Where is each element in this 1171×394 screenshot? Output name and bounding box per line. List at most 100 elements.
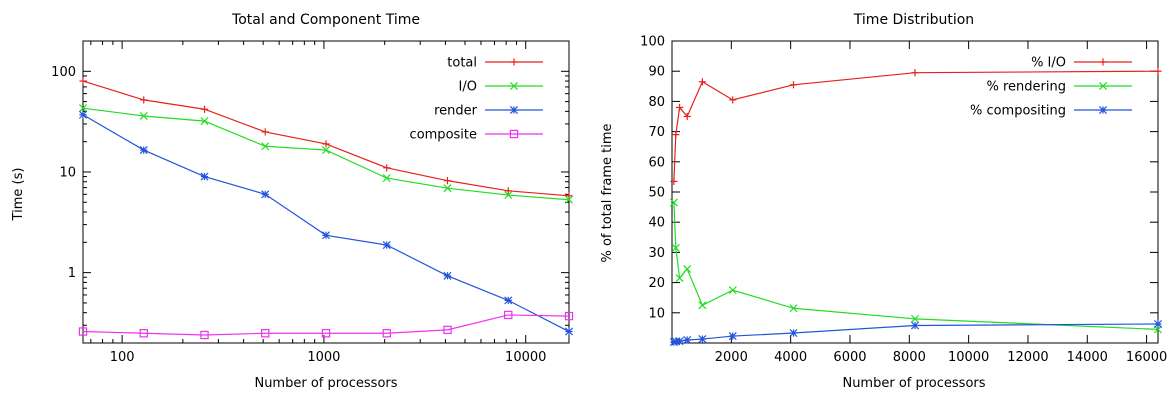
- legend-marker: [1098, 105, 1108, 115]
- data-point: [675, 337, 684, 346]
- x-tick-label: 10000: [948, 350, 989, 365]
- chart-title: Time Distribution: [853, 12, 974, 28]
- y-tick-label: 100: [51, 65, 76, 80]
- data-point: [321, 146, 331, 155]
- data-point: [683, 335, 692, 345]
- x-tick-label: 8000: [893, 350, 926, 365]
- data-point: [1153, 319, 1163, 328]
- x-tick-label: 2000: [715, 350, 748, 365]
- data-point: [670, 177, 678, 186]
- data-point: [139, 111, 148, 120]
- data-point: [139, 329, 148, 338]
- data-point: [565, 192, 573, 200]
- y-tick-label: 10: [59, 165, 76, 180]
- y-tick-label: 20: [648, 276, 665, 291]
- data-point: [140, 96, 148, 104]
- data-point: [672, 131, 680, 139]
- x-tick-label: 6000: [833, 350, 866, 365]
- data-point: [910, 314, 920, 323]
- data-point: [504, 187, 512, 195]
- x-tick-label: 14000: [1067, 350, 1108, 365]
- data-point: [383, 164, 391, 172]
- data-point: [671, 243, 680, 252]
- x-tick-label: 100: [110, 350, 135, 365]
- data-point: [728, 332, 737, 341]
- y-tick-label: 30: [648, 246, 665, 261]
- data-point: [78, 104, 88, 113]
- legend-marker: [509, 81, 519, 91]
- chart-time-distribution: Time Distribution Number of processors %…: [600, 12, 1167, 391]
- legend-label: total: [447, 56, 477, 71]
- series-line-1: [673, 202, 1159, 331]
- data-point: [382, 241, 391, 250]
- y-tick-label: 80: [648, 95, 665, 110]
- data-point: [789, 81, 798, 89]
- data-point: [200, 105, 209, 113]
- data-point: [669, 198, 678, 207]
- chart-total-and-component-time: Total and Component Time Number of proce…: [11, 12, 574, 391]
- x-tick-label: 16000: [1126, 350, 1167, 365]
- legend-marker: [1098, 81, 1108, 91]
- data-point: [200, 172, 209, 181]
- y-tick-label: 100: [640, 35, 665, 50]
- data-point: [564, 311, 574, 321]
- plot-frame: [82, 40, 570, 344]
- data-point: [261, 190, 270, 199]
- data-point: [504, 191, 513, 200]
- x-tick-label: 4000: [774, 350, 807, 365]
- data-point: [139, 146, 148, 155]
- legend-marker: [509, 105, 519, 115]
- legend-label: render: [434, 104, 478, 119]
- data-point: [729, 96, 737, 104]
- data-point: [789, 329, 798, 338]
- data-point: [504, 310, 513, 320]
- y-tick-label: 90: [648, 65, 665, 80]
- series-line-0: [82, 80, 570, 197]
- x-axis-label: Number of processors: [842, 376, 985, 391]
- data-point: [504, 296, 513, 305]
- x-tick-label: 1000: [307, 350, 340, 365]
- data-point: [382, 329, 391, 338]
- data-point: [675, 274, 684, 283]
- series-line-3: [82, 314, 570, 336]
- data-point: [1154, 67, 1162, 75]
- legend-label: I/O: [459, 80, 477, 95]
- legend-label: composite: [410, 128, 477, 143]
- x-axis-label: Number of processors: [254, 376, 397, 391]
- data-point: [321, 231, 331, 240]
- data-point: [78, 110, 88, 119]
- y-tick-label: 60: [648, 155, 665, 170]
- y-tick-label: 1: [68, 266, 76, 281]
- legend-marker: [509, 129, 519, 139]
- data-point: [261, 142, 270, 151]
- data-point: [698, 301, 707, 310]
- data-point: [443, 177, 452, 185]
- legend-label: % I/O: [1031, 56, 1066, 71]
- data-point: [78, 327, 88, 336]
- data-point: [321, 329, 331, 338]
- data-point: [911, 69, 919, 77]
- x-tick-label: 12000: [1007, 350, 1048, 365]
- data-point: [910, 321, 920, 330]
- data-point: [698, 78, 706, 86]
- y-axis-label: % of total frame time: [600, 123, 615, 262]
- x-tick-label: 10000: [505, 350, 546, 365]
- data-point: [382, 174, 391, 183]
- data-point: [683, 112, 691, 121]
- legend-marker: [1099, 58, 1107, 66]
- series-line-0: [673, 70, 1159, 182]
- data-point: [322, 140, 330, 148]
- data-point: [443, 271, 452, 280]
- data-point: [443, 325, 452, 335]
- legend-label: % rendering: [987, 80, 1066, 95]
- legend-marker: [510, 58, 518, 66]
- chart-title: Total and Component Time: [231, 12, 420, 28]
- data-point: [261, 329, 270, 338]
- y-tick-label: 70: [648, 125, 665, 140]
- data-point: [443, 184, 452, 193]
- data-point: [79, 77, 87, 85]
- legend-label: % compositing: [970, 104, 1066, 119]
- data-point: [728, 286, 737, 295]
- y-tick-label: 10: [648, 306, 665, 321]
- series-line-1: [82, 107, 570, 201]
